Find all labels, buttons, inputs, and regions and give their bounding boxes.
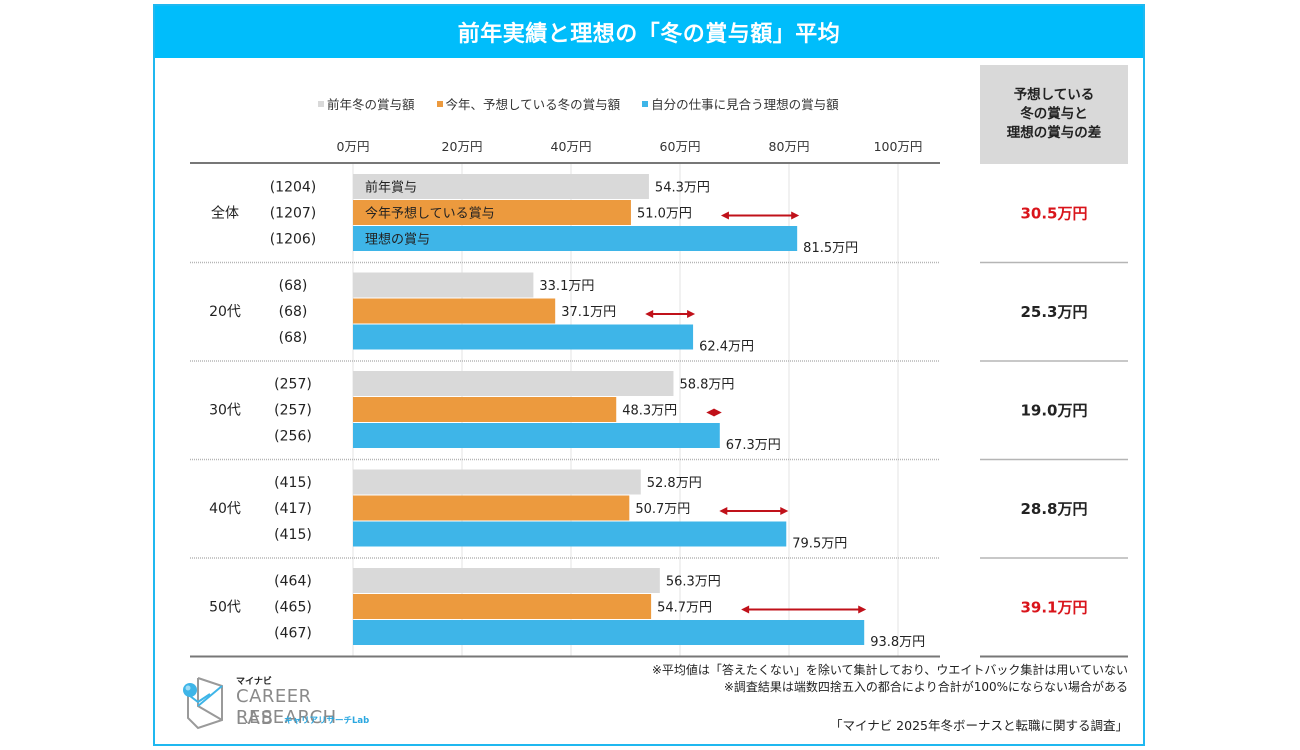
- bar-ideal: [353, 324, 694, 350]
- difference-column-header: 予想している 冬の賞与と 理想の賞与の差: [980, 65, 1128, 163]
- survey-source: 「マイナビ 2025年冬ボーナスと転職に関する調査」: [829, 718, 1128, 733]
- arrow-head-left: [741, 605, 750, 614]
- legend-item-previous: 前年冬の賞与額: [318, 94, 415, 113]
- in-bar-label: 前年賞与: [365, 180, 417, 196]
- sample-size-label: (68): [279, 330, 308, 346]
- sample-size-label: (257): [274, 377, 312, 393]
- bar-value-label: 52.8万円: [647, 476, 702, 491]
- bar-value-label: 56.3万円: [666, 575, 721, 590]
- footnote: ※平均値は「答えたくない」を除いて集計しており、ウエイトバック集計は用いていない: [651, 663, 1128, 677]
- arrow-head-right: [791, 211, 800, 220]
- sample-size-label: (417): [274, 501, 312, 517]
- bar-previous: [353, 469, 641, 495]
- x-tick-label: 0万円: [337, 139, 370, 154]
- sample-size-label: (256): [274, 429, 312, 445]
- bar-value-label: 54.3万円: [655, 181, 710, 196]
- bar-value-label: 48.3万円: [622, 404, 677, 419]
- category-label: 30代: [209, 403, 241, 419]
- bar-ideal: [353, 620, 865, 645]
- sample-size-label: (465): [274, 600, 312, 616]
- legend-label-expected: 今年、予想している冬の賞与額: [445, 97, 621, 112]
- bar-expected: [353, 495, 630, 521]
- logo-text-lab: LAB: [236, 708, 275, 729]
- sample-size-label: (68): [279, 278, 308, 294]
- legend-item-expected: 今年、予想している冬の賞与額: [436, 94, 621, 113]
- sample-size-label: (415): [274, 475, 312, 491]
- bar-value-label: 51.0万円: [637, 207, 692, 222]
- arrow-head-left: [645, 310, 654, 318]
- sample-size-label: (1204): [270, 180, 317, 196]
- bar-expected: [353, 298, 556, 324]
- x-tick-label: 40万円: [551, 139, 592, 154]
- bar-value-label: 54.7万円: [657, 601, 712, 616]
- chart-title: 前年実績と理想の「冬の賞与額」平均: [155, 6, 1143, 58]
- sample-size-label: (1207): [270, 206, 317, 222]
- sample-size-label: (467): [274, 626, 312, 642]
- bar-previous: [353, 371, 674, 396]
- difference-value: 30.5万円: [1020, 205, 1087, 223]
- sample-size-label: (464): [274, 574, 312, 590]
- sample-size-label: (1206): [270, 232, 317, 248]
- sample-size-label: (68): [279, 304, 308, 320]
- bar-previous: [353, 272, 534, 298]
- difference-value: 39.1万円: [1020, 599, 1087, 617]
- bar-value-label: 81.5万円: [803, 241, 858, 256]
- bar-value-label: 67.3万円: [726, 438, 781, 453]
- logo-text-career-research: CAREER RESEARCH: [236, 686, 337, 728]
- sample-size-label: (415): [274, 527, 312, 543]
- bar-expected: [353, 594, 652, 619]
- career-research-lab-logo: マイナビ CAREER RESEARCH LAB キャリアリサーチLab: [180, 672, 410, 734]
- arrow-head-left: [706, 408, 715, 417]
- sample-size-label: (257): [274, 403, 312, 419]
- bar-ideal: [353, 521, 787, 547]
- legend-swatch-expected: [436, 100, 443, 107]
- legend-item-ideal: 自分の仕事に見合う理想の賞与額: [642, 94, 839, 113]
- bar-value-label: 93.8万円: [870, 635, 925, 650]
- x-tick-label: 60万円: [660, 139, 701, 154]
- legend-label-ideal: 自分の仕事に見合う理想の賞与額: [651, 97, 839, 112]
- bar-value-label: 62.4万円: [699, 340, 754, 355]
- difference-value: 25.3万円: [1020, 303, 1087, 321]
- category-label: 50代: [209, 600, 241, 616]
- x-tick-label: 80万円: [769, 139, 810, 154]
- x-tick-label: 100万円: [874, 139, 923, 154]
- logo-mark-icon: [183, 677, 223, 730]
- in-bar-label: 今年予想している賞与: [365, 206, 495, 222]
- logo-brand: マイナビ: [236, 677, 272, 687]
- logo-subtext: キャリアリサーチLab: [284, 716, 370, 726]
- footnote: ※調査結果は端数四捨五入の都合により合計が100%にならない場合がある: [723, 680, 1128, 694]
- x-tick-label: 20万円: [442, 139, 483, 154]
- bar-ideal: [353, 226, 798, 251]
- legend-swatch-ideal: [642, 100, 649, 107]
- arrow-head-right: [713, 408, 722, 417]
- bar-value-label: 33.1万円: [539, 279, 594, 294]
- legend-label-previous: 前年冬の賞与額: [327, 97, 415, 112]
- bar-previous: [353, 568, 660, 593]
- arrow-head-right: [858, 605, 867, 614]
- arrow-head-left: [720, 211, 729, 220]
- bar-expected: [353, 200, 631, 225]
- category-label: 20代: [209, 304, 241, 320]
- arrow-head-left: [719, 507, 728, 515]
- bar-value-label: 37.1万円: [561, 305, 616, 320]
- legend-swatch-previous: [318, 100, 324, 107]
- arrow-head-right: [780, 507, 789, 515]
- bar-ideal: [353, 423, 720, 448]
- bar-value-label: 79.5万円: [792, 537, 847, 552]
- bar-previous: [353, 174, 649, 199]
- footnotes: ※平均値は「答えたくない」を除いて集計しており、ウエイトバック集計は用いていない…: [652, 662, 1128, 696]
- arrow-head-right: [687, 310, 696, 318]
- difference-value: 19.0万円: [1020, 402, 1087, 420]
- in-bar-label: 理想の賞与: [365, 232, 430, 248]
- bar-value-label: 50.7万円: [635, 502, 690, 517]
- bar-expected: [353, 397, 617, 422]
- difference-value: 28.8万円: [1020, 500, 1087, 518]
- bar-value-label: 58.8万円: [679, 378, 734, 393]
- category-label: 40代: [209, 501, 241, 517]
- category-label: 全体: [211, 205, 239, 222]
- legend: 前年冬の賞与額 今年、予想している冬の賞与額 自分の仕事に見合う理想の賞与額: [318, 94, 839, 113]
